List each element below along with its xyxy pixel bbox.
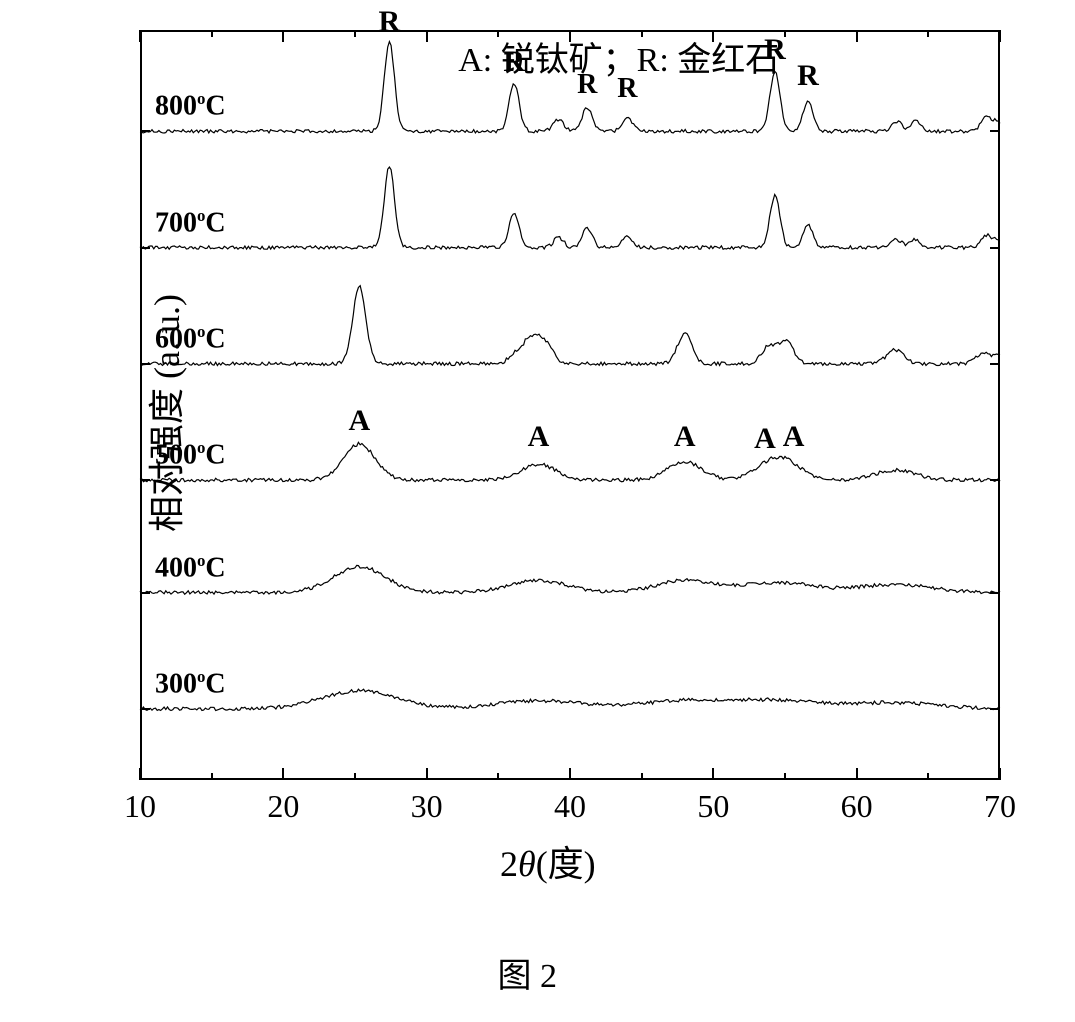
xrd-trace-600C bbox=[140, 286, 1000, 366]
peak-label-R: R bbox=[379, 5, 401, 39]
x-axis-label-theta: θ bbox=[518, 844, 536, 884]
y-tick bbox=[990, 479, 1000, 481]
y-tick bbox=[140, 708, 150, 710]
x-axis-label-suffix: (度) bbox=[536, 844, 596, 884]
x-tick-label: 50 bbox=[697, 788, 729, 825]
series-label-700C: 700oC bbox=[155, 206, 226, 239]
x-tick-major bbox=[426, 30, 428, 42]
x-tick-major bbox=[856, 768, 858, 780]
x-tick-major bbox=[569, 768, 571, 780]
x-tick-label: 60 bbox=[841, 788, 873, 825]
series-label-400C: 400oC bbox=[155, 551, 226, 584]
x-tick-major bbox=[139, 768, 141, 780]
phase-legend: A: 锐钛矿；R: 金红石 bbox=[458, 32, 779, 81]
peak-label-A: A bbox=[783, 420, 805, 454]
x-tick-major bbox=[139, 30, 141, 42]
peak-label-A: A bbox=[528, 420, 550, 454]
y-tick bbox=[140, 479, 150, 481]
x-tick-label: 70 bbox=[984, 788, 1016, 825]
x-tick-minor bbox=[354, 30, 356, 37]
x-tick-minor bbox=[211, 30, 213, 37]
y-tick bbox=[140, 592, 150, 594]
x-tick-major bbox=[282, 768, 284, 780]
peak-label-A: A bbox=[348, 404, 370, 438]
x-axis-label: 2θ(度) bbox=[500, 835, 596, 887]
xrd-trace-400C bbox=[140, 565, 1000, 594]
x-tick-major bbox=[712, 768, 714, 780]
x-tick-label: 40 bbox=[554, 788, 586, 825]
xrd-trace-300C bbox=[140, 689, 1000, 710]
figure-caption: 图 2 bbox=[498, 948, 558, 997]
peak-label-R: R bbox=[797, 59, 819, 93]
y-tick bbox=[990, 592, 1000, 594]
x-tick-label: 10 bbox=[124, 788, 156, 825]
series-label-300C: 300oC bbox=[155, 667, 226, 700]
xrd-trace-500C bbox=[140, 442, 1000, 481]
x-axis-label-prefix: 2 bbox=[500, 844, 518, 884]
y-tick bbox=[990, 130, 1000, 132]
x-tick-minor bbox=[784, 773, 786, 780]
x-tick-minor bbox=[927, 773, 929, 780]
x-tick-minor bbox=[927, 30, 929, 37]
x-tick-minor bbox=[497, 773, 499, 780]
series-label-500C: 500oC bbox=[155, 438, 226, 471]
x-tick-label: 20 bbox=[267, 788, 299, 825]
x-tick-major bbox=[999, 768, 1001, 780]
peak-label-A: A bbox=[674, 420, 696, 454]
x-tick-major bbox=[856, 30, 858, 42]
series-label-600C: 600oC bbox=[155, 322, 226, 355]
x-tick-minor bbox=[211, 773, 213, 780]
x-tick-major bbox=[426, 768, 428, 780]
x-tick-major bbox=[999, 30, 1001, 42]
y-tick bbox=[140, 130, 150, 132]
xrd-trace-700C bbox=[140, 167, 1000, 249]
x-tick-label: 30 bbox=[411, 788, 443, 825]
x-tick-minor bbox=[354, 773, 356, 780]
x-tick-minor bbox=[641, 773, 643, 780]
y-tick bbox=[990, 247, 1000, 249]
series-label-800C: 800oC bbox=[155, 89, 226, 122]
y-tick bbox=[140, 247, 150, 249]
x-tick-major bbox=[282, 30, 284, 42]
page: 相对强度 (a. u.) 10203040506070800oCRRRRRR70… bbox=[0, 0, 1075, 1022]
peak-label-A: A bbox=[754, 422, 776, 456]
y-tick bbox=[990, 363, 1000, 365]
y-tick bbox=[990, 708, 1000, 710]
y-tick bbox=[140, 363, 150, 365]
